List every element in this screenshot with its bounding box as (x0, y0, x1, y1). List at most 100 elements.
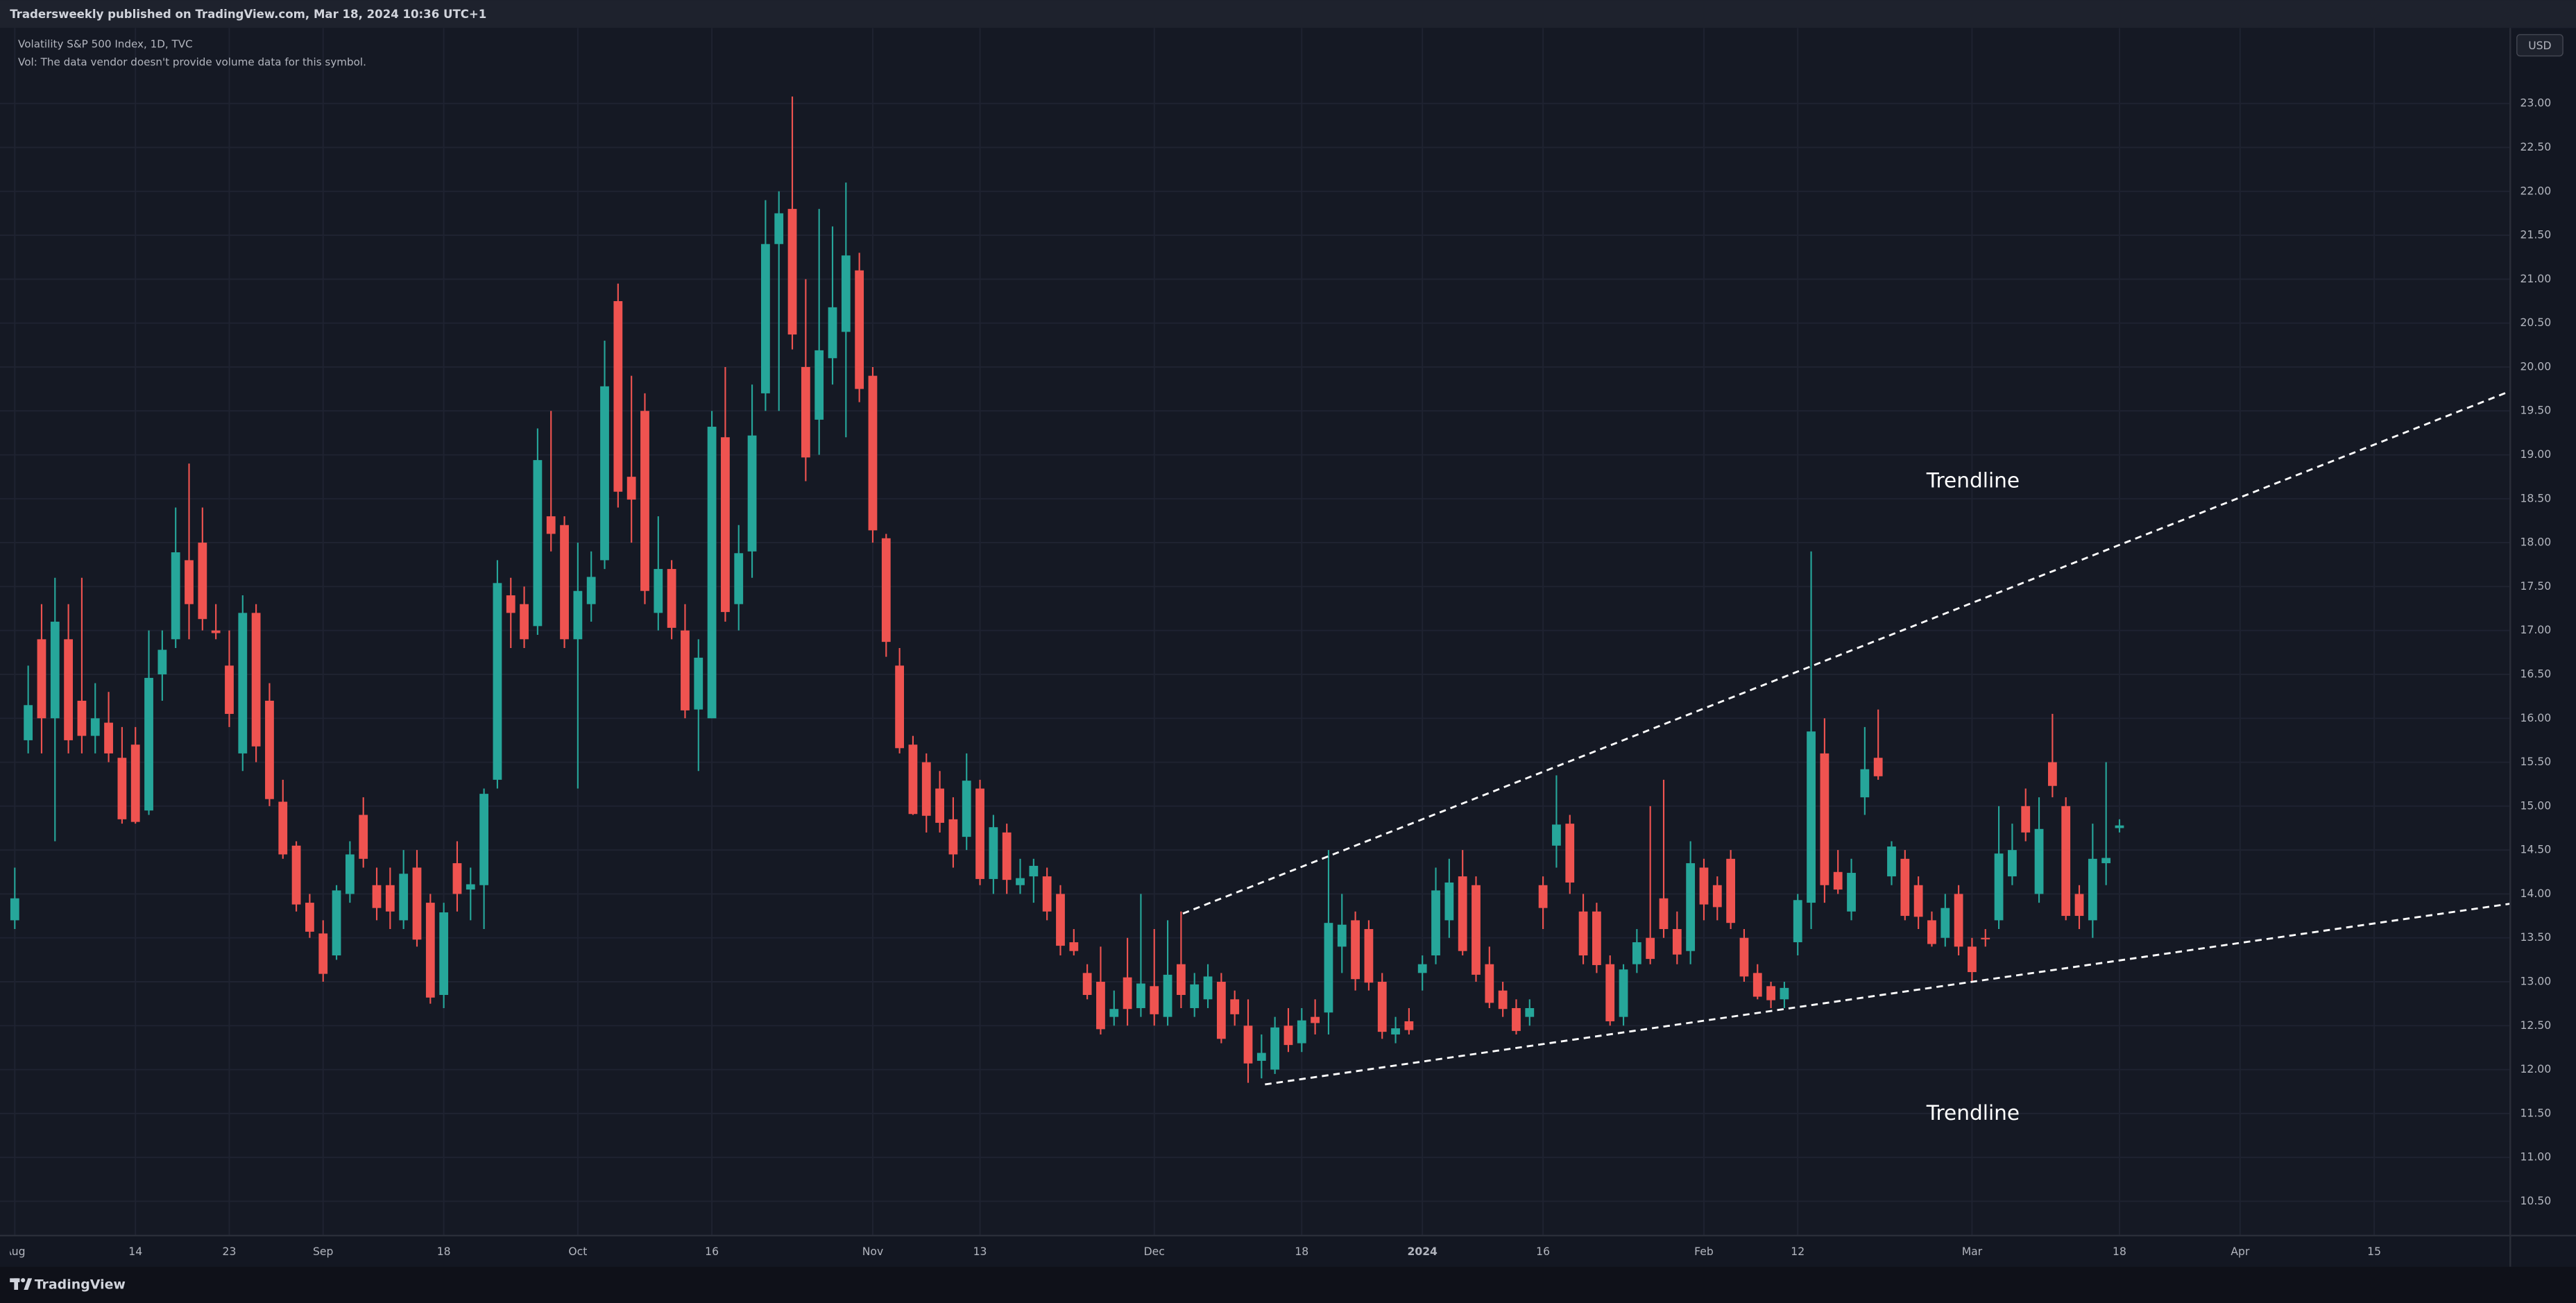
candle-body (774, 213, 784, 244)
candle-body (198, 543, 207, 620)
candle-body (989, 827, 998, 879)
candle-body (1632, 942, 1641, 964)
candle-body (2021, 806, 2031, 833)
y-tick-label: 12.50 (2520, 1019, 2551, 1032)
candle-body (265, 700, 274, 799)
candle-body (1954, 894, 1963, 947)
candle-body (962, 781, 971, 837)
x-tick-label: 12 (1791, 1245, 1805, 1258)
candle-body (1672, 929, 1682, 955)
candle-body (600, 386, 609, 561)
candle-body (1605, 964, 1615, 1021)
candle-body (1163, 974, 1172, 1017)
chart-title: Volatility S&P 500 Index, 1D, TVC (18, 38, 193, 51)
candle-body (372, 885, 382, 908)
x-tick-label: Sep (313, 1245, 334, 1258)
annotation: Trendline (1926, 468, 2020, 492)
candle-body (2047, 762, 2057, 786)
candle-body (1109, 1009, 1119, 1017)
candle-body (1472, 885, 1481, 975)
candle-body (1994, 853, 2004, 921)
annotation: Trendline (1926, 1101, 2020, 1125)
candle-body (895, 665, 905, 749)
candle-body (1176, 964, 1186, 995)
candle-body (24, 705, 33, 740)
x-tick-label: Dec (1144, 1245, 1165, 1258)
candle-body (1190, 984, 1200, 1008)
candle-body (1659, 898, 1669, 930)
candle-body (1002, 832, 1012, 880)
candle-body (1887, 846, 1896, 877)
x-tick-label: Nov (862, 1245, 883, 1258)
candle-body (399, 874, 409, 921)
candle-body (1016, 878, 1025, 885)
candle-body (64, 639, 73, 740)
candle-body (50, 622, 60, 719)
header-text: Tradersweekly published on TradingView.c… (10, 8, 486, 21)
candle-body (332, 890, 341, 956)
y-tick-label: 20.50 (2520, 316, 2551, 329)
candle-body (305, 903, 314, 932)
candle-body (1417, 964, 1427, 973)
candle-body (921, 762, 931, 816)
candle-body (345, 854, 355, 894)
y-tick-label: 10.50 (2520, 1195, 2551, 1207)
candle-body (721, 437, 730, 613)
candle-body (278, 801, 288, 855)
footer-bar (0, 1266, 2576, 1303)
candle-body (318, 933, 328, 974)
candle-body (1311, 1016, 1320, 1023)
candle-body (1391, 1028, 1400, 1034)
candle-body (1565, 824, 1575, 883)
candle-body (412, 867, 422, 940)
candle-body (1847, 873, 1856, 912)
candle-body (640, 411, 649, 591)
candle-body (707, 427, 717, 719)
candle-body (573, 590, 583, 640)
candle-body (2034, 828, 2044, 894)
candle-body (452, 863, 462, 894)
currency: USD (2528, 40, 2551, 52)
candle-body (1900, 858, 1910, 917)
candle-body (1578, 911, 1588, 956)
candle-body (1444, 882, 1454, 921)
candles (10, 96, 2124, 1083)
candle-body (1458, 876, 1467, 951)
candle-body (546, 516, 556, 534)
candle-body (1150, 986, 1159, 1014)
candle-body (868, 375, 878, 531)
candle-body (506, 595, 515, 613)
candle-body (385, 885, 395, 912)
time-axis: Aug 14 23 Sep 18 Oct 16 Nov 13 Dec 18 2024 16 Feb 12 Ma… (10, 1245, 2381, 1258)
y-tick-label: 21.50 (2520, 229, 2551, 241)
candle-body (1913, 885, 1923, 917)
candle-body (801, 366, 810, 458)
y-tick-label: 11.50 (2520, 1107, 2551, 1119)
candle-body (1203, 976, 1213, 1000)
candle-body (144, 678, 153, 811)
candle-body (1927, 920, 1936, 944)
x-tick-label: 16 (1536, 1245, 1550, 1258)
candle-body (1056, 894, 1065, 946)
candle-body (117, 758, 127, 819)
candle-body (814, 350, 824, 420)
y-tick-label: 23.00 (2520, 97, 2551, 110)
candle-body (1552, 824, 1561, 846)
candle-body (171, 552, 180, 640)
candle-body (1726, 858, 1736, 923)
y-tick-label: 16.50 (2520, 667, 2551, 680)
candle-body (787, 209, 797, 335)
candle-body (626, 477, 636, 500)
candle-body (1712, 885, 1722, 908)
candle-body (2061, 806, 2071, 917)
candle-body (1739, 937, 1749, 977)
candle-body (359, 815, 368, 859)
candle-body (493, 583, 502, 780)
candle-body (1793, 900, 1802, 943)
candle-body (90, 718, 100, 736)
candle-body (2074, 894, 2084, 917)
y-tick-label: 15.50 (2520, 756, 2551, 768)
